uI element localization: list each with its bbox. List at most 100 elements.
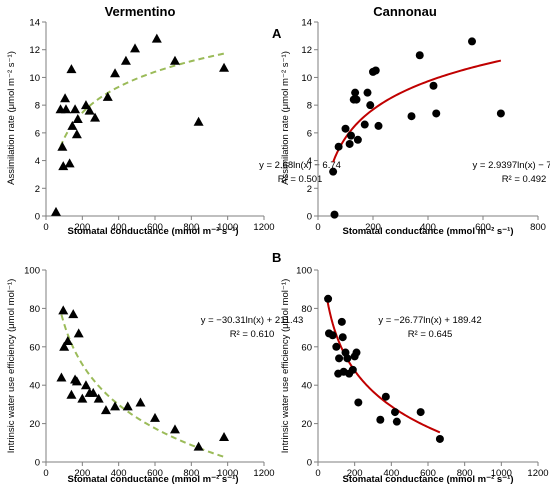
- x-tick-label: 400: [111, 222, 127, 233]
- data-point: [353, 135, 362, 144]
- x-tick-label: 400: [383, 468, 399, 479]
- y-tick-label: 10: [301, 73, 312, 84]
- x-tick-label: 200: [347, 468, 363, 479]
- y-tick-label: 0: [307, 212, 312, 223]
- data-point: [60, 93, 71, 103]
- data-point: [343, 354, 352, 363]
- x-tick-label: 0: [43, 222, 48, 233]
- title-cannonau: Cannonau: [373, 4, 437, 19]
- x-axis-label: Stomatal conductance (mmol m⁻² s⁻¹): [342, 226, 513, 237]
- data-point: [435, 434, 444, 443]
- y-tick-label: 80: [29, 304, 40, 315]
- y-axis-label: Assimilation rate (μmol m⁻² s⁻¹): [6, 51, 17, 185]
- y-axis-label: Assimilation rate (μmol m⁻² s⁻¹): [280, 51, 291, 185]
- y-tick-label: 2: [307, 184, 312, 195]
- data-point: [374, 121, 383, 130]
- x-tick-label: 0: [315, 468, 320, 479]
- data-point: [345, 139, 354, 148]
- data-point: [337, 317, 346, 326]
- data-point: [332, 342, 341, 351]
- trend-line: [332, 59, 502, 163]
- data-point: [66, 389, 77, 399]
- data-point: [432, 109, 441, 118]
- r-squared: R² = 0.610: [230, 329, 275, 340]
- data-point: [60, 104, 71, 114]
- y-tick-label: 14: [29, 18, 40, 29]
- data-point: [130, 43, 141, 53]
- x-tick-label: 1000: [217, 222, 238, 233]
- data-point: [329, 167, 338, 176]
- data-point: [102, 91, 113, 101]
- data-point: [429, 81, 438, 90]
- data-point: [341, 124, 350, 133]
- data-point: [193, 441, 204, 451]
- data-point: [347, 131, 355, 140]
- panel-label-a: A: [272, 26, 282, 41]
- data-point: [70, 104, 81, 114]
- data-point: [392, 417, 401, 426]
- y-tick-label: 12: [29, 45, 40, 56]
- data-point: [468, 37, 476, 46]
- x-axis-label: Stomatal conductance (mmol m⁻² s⁻¹): [67, 226, 238, 237]
- regression-equation: y = 2.68ln(x) − 6.74: [259, 160, 341, 171]
- data-point: [80, 380, 91, 390]
- x-tick-label: 800: [457, 468, 473, 479]
- data-point: [407, 112, 416, 121]
- x-tick-label: 1200: [527, 468, 548, 479]
- data-point: [352, 95, 361, 104]
- x-tick-label: 600: [420, 468, 436, 479]
- data-point: [77, 393, 88, 403]
- data-point: [57, 141, 68, 151]
- y-tick-label: 20: [301, 419, 312, 430]
- regression-equation: y = 2.9397ln(x) − 7.8909: [473, 160, 550, 171]
- data-point: [363, 88, 372, 97]
- data-point: [71, 376, 82, 386]
- data-point: [354, 398, 363, 407]
- y-tick-label: 10: [29, 73, 40, 84]
- data-point: [122, 401, 133, 411]
- data-point: [58, 161, 69, 171]
- title-vermentino: Vermentino: [105, 4, 176, 19]
- data-point: [371, 66, 380, 75]
- data-point: [72, 114, 83, 123]
- data-point: [352, 348, 361, 357]
- data-point: [381, 392, 390, 401]
- data-point: [50, 206, 61, 216]
- data-point: [110, 68, 121, 78]
- trend-line: [59, 52, 225, 148]
- data-point: [64, 158, 75, 168]
- x-tick-label: 1000: [491, 468, 512, 479]
- data-point: [219, 62, 230, 72]
- data-point: [348, 365, 357, 374]
- y-tick-label: 14: [301, 18, 312, 29]
- data-point: [73, 328, 84, 338]
- y-tick-label: 4: [35, 156, 40, 167]
- x-tick-label: 0: [43, 468, 48, 479]
- x-tick-label: 400: [420, 222, 436, 233]
- data-point: [110, 401, 121, 411]
- data-point: [71, 129, 82, 139]
- data-point: [120, 55, 131, 65]
- y-tick-label: 100: [24, 266, 40, 277]
- y-tick-label: 0: [35, 212, 40, 223]
- y-tick-label: 0: [307, 458, 312, 469]
- panel-label-b: B: [272, 250, 281, 265]
- regression-equation: y = −26.77ln(x) + 189.42: [378, 315, 481, 326]
- data-point: [100, 405, 111, 415]
- data-point: [66, 64, 77, 74]
- x-tick-label: 1000: [217, 468, 238, 479]
- data-point: [68, 309, 79, 319]
- y-tick-label: 60: [29, 342, 40, 353]
- y-tick-label: 8: [35, 101, 40, 112]
- data-point: [150, 412, 160, 422]
- data-point: [351, 88, 360, 97]
- y-tick-label: 0: [35, 458, 40, 469]
- y-axis-label: Intrinsic water use efficiency (μmol mol…: [6, 279, 17, 454]
- data-point: [334, 142, 343, 151]
- regression-equation: y = −30.31ln(x) + 211.43: [201, 315, 304, 326]
- x-tick-label: 600: [147, 468, 163, 479]
